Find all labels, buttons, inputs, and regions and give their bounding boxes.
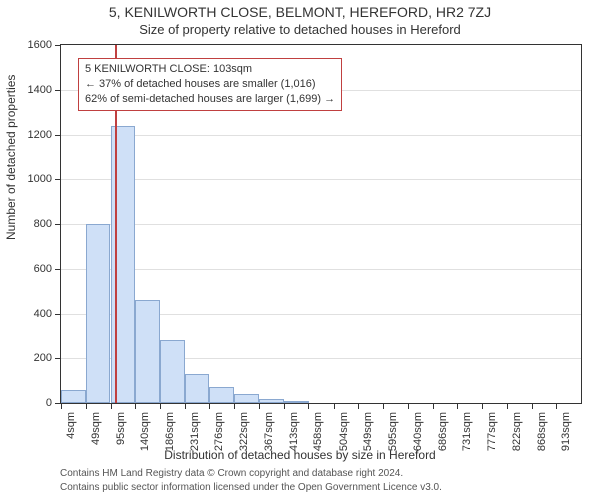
x-tick-mark — [111, 404, 112, 409]
annotation-line-3: 62% of semi-detached houses are larger (… — [85, 92, 335, 107]
x-tick-mark — [308, 404, 309, 409]
y-tick-label: 1600 — [0, 39, 52, 51]
y-tick-label: 400 — [0, 308, 52, 320]
x-tick-mark — [556, 404, 557, 409]
y-tick-label: 200 — [0, 352, 52, 364]
x-tick-mark — [408, 404, 409, 409]
chart-title: 5, KENILWORTH CLOSE, BELMONT, HEREFORD, … — [0, 4, 600, 20]
x-tick-mark — [160, 404, 161, 409]
histogram-bar — [259, 399, 284, 403]
histogram-bar — [209, 387, 234, 403]
y-tick-label: 600 — [0, 263, 52, 275]
x-tick-mark — [135, 404, 136, 409]
x-tick-mark — [507, 404, 508, 409]
x-tick-mark — [61, 404, 62, 409]
chart-subtitle: Size of property relative to detached ho… — [0, 22, 600, 37]
x-tick-mark — [209, 404, 210, 409]
x-tick-mark — [334, 404, 335, 409]
x-tick-mark — [482, 404, 483, 409]
x-tick-mark — [185, 404, 186, 409]
footer-line-1: Contains HM Land Registry data © Crown c… — [60, 468, 403, 479]
annotation-line-1: 5 KENILWORTH CLOSE: 103sqm — [85, 62, 335, 77]
annotation-line-2: ← 37% of detached houses are smaller (1,… — [85, 77, 335, 92]
x-tick-mark — [383, 404, 384, 409]
y-tick-label: 1400 — [0, 84, 52, 96]
y-tick-label: 800 — [0, 218, 52, 230]
chart-container: 5, KENILWORTH CLOSE, BELMONT, HEREFORD, … — [0, 0, 600, 500]
x-tick-mark — [358, 404, 359, 409]
histogram-bar — [284, 401, 309, 403]
histogram-bar — [135, 300, 160, 403]
footer-line-2: Contains public sector information licen… — [60, 482, 442, 493]
y-axis-label: Number of detached properties — [4, 75, 18, 240]
x-tick-mark — [234, 404, 235, 409]
y-tick-label: 1000 — [0, 173, 52, 185]
histogram-bar — [160, 340, 185, 403]
y-tick-label: 1200 — [0, 129, 52, 141]
x-tick-mark — [532, 404, 533, 409]
histogram-bar — [234, 394, 259, 403]
x-tick-mark — [284, 404, 285, 409]
x-tick-mark — [259, 404, 260, 409]
histogram-bar — [185, 374, 210, 403]
x-tick-mark — [457, 404, 458, 409]
x-tick-mark — [86, 404, 87, 409]
histogram-bar — [86, 224, 111, 403]
x-axis-label: Distribution of detached houses by size … — [0, 448, 600, 462]
histogram-bar — [61, 390, 86, 403]
y-tick-label: 0 — [0, 397, 52, 409]
x-tick-mark — [433, 404, 434, 409]
annotation-box: 5 KENILWORTH CLOSE: 103sqm ← 37% of deta… — [78, 58, 342, 111]
